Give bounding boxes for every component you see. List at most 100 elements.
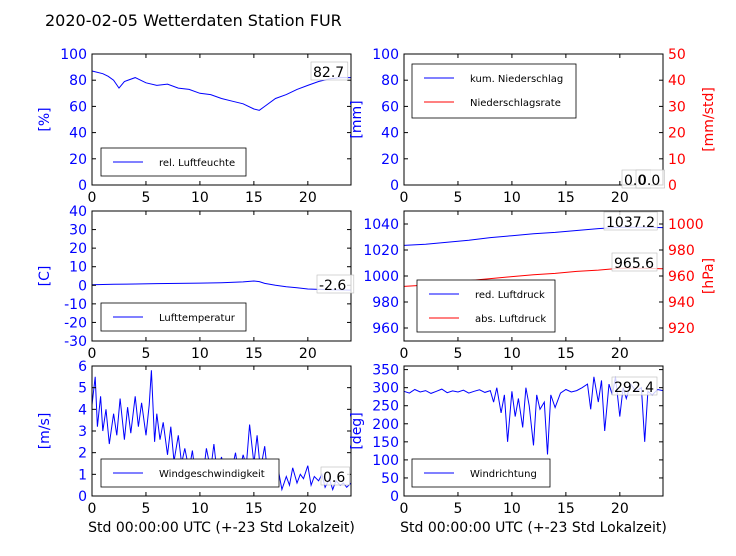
x-tick-label: 10: [191, 501, 209, 517]
y-tick-label: 40: [69, 126, 87, 142]
y-tick-label: 1000: [363, 269, 399, 285]
panel-3: [91, 210, 355, 342]
y-tick-label: 300: [372, 381, 399, 397]
y-tick-label: 100: [60, 47, 87, 63]
legend-label: red. Luftdruck: [475, 290, 545, 301]
current-value-label: 0.0: [638, 173, 660, 189]
y-tick-label: 20: [69, 241, 87, 257]
x-tick-label: 10: [503, 190, 521, 206]
x-tick-label: 0: [88, 190, 97, 206]
x-tick-label: 5: [453, 190, 462, 206]
x-tick-label: 10: [503, 501, 521, 517]
series-line-3-1: [91, 280, 352, 291]
y-tick-label: 100: [372, 453, 399, 469]
y-tick-label: 100: [372, 47, 399, 63]
x-tick-label: 0: [88, 501, 97, 517]
x-tick-label: 20: [611, 346, 629, 362]
value-box: [611, 376, 658, 396]
panel-5: [91, 365, 352, 497]
x-tick-label: 20: [299, 346, 317, 362]
x-tick-label: 15: [557, 501, 575, 517]
y-tick-label: 60: [69, 99, 87, 115]
legend-label: Windrichtung: [470, 469, 537, 480]
y-tick-label: 20: [381, 152, 399, 168]
panel-2: [403, 53, 665, 189]
x-tick-label: 5: [141, 346, 150, 362]
legend-box: [416, 279, 556, 333]
y-tick-label: 0: [390, 178, 399, 194]
y-tick-label: 2: [78, 446, 87, 462]
y-tick-label: 4: [78, 402, 87, 418]
legend-box: [411, 63, 577, 119]
y2-tick-label: 960: [668, 269, 695, 285]
legend-label: Niederschlagsrate: [470, 98, 561, 109]
value-box: [611, 252, 658, 272]
x-tick-label: 15: [557, 346, 575, 362]
legend-label: Lufttemperatur: [159, 313, 236, 324]
x-axis-label: Std 00:00:00 UTC (+-23 Std Lokalzeit): [400, 520, 667, 536]
x-tick-label: 20: [611, 190, 629, 206]
plot-frame-1: [91, 53, 352, 186]
legend-label: abs. Luftdruck: [475, 314, 546, 325]
y2-tick-label: 30: [668, 99, 686, 115]
y-tick-label: 250: [372, 399, 399, 415]
y-tick-label: 80: [381, 73, 399, 89]
y2-tick-label: 940: [668, 295, 695, 311]
y-axis-label: [m/s]: [37, 413, 53, 450]
y-tick-label: -20: [64, 315, 87, 331]
y-tick-label: 1040: [363, 217, 399, 233]
y-axis-label: [mm]: [349, 100, 365, 138]
y-tick-label: 0: [78, 278, 87, 294]
x-tick-label: 15: [245, 346, 263, 362]
plot-frame-6: [403, 365, 664, 497]
current-value-label: 1037.2: [606, 215, 655, 231]
x-tick-label: 0: [88, 346, 97, 362]
panel-6: [403, 365, 664, 497]
y-tick-label: 80: [69, 73, 87, 89]
x-tick-label: 10: [503, 346, 521, 362]
legend-label: rel. Luftfeuchte: [159, 158, 235, 169]
x-tick-label: 15: [245, 501, 263, 517]
current-value-label: 0.6: [323, 470, 345, 486]
y-tick-label: 50: [381, 471, 399, 487]
value-box: [310, 61, 349, 81]
y-tick-label: 20: [69, 152, 87, 168]
y-tick-label: 40: [69, 204, 87, 220]
y2-axis-label: [hPa]: [701, 258, 717, 294]
y-tick-label: 0: [78, 178, 87, 194]
y-tick-label: 6: [78, 359, 87, 375]
x-tick-label: 20: [299, 501, 317, 517]
value-box: [316, 274, 355, 294]
y-tick-label: 60: [381, 99, 399, 115]
panel-1: [91, 53, 352, 186]
value-box: [635, 169, 665, 189]
y2-tick-label: 10: [668, 152, 686, 168]
x-tick-label: 20: [611, 501, 629, 517]
y-tick-label: 30: [69, 223, 87, 239]
y-tick-label: 1: [78, 467, 87, 483]
y2-tick-label: 1000: [668, 217, 704, 233]
y2-tick-label: 40: [668, 73, 686, 89]
y2-axis-label: [mm/std]: [701, 87, 717, 152]
plot-frame-2: [403, 53, 664, 186]
legend-label: kum. Niederschlag: [470, 74, 563, 85]
x-tick-label: 15: [557, 190, 575, 206]
y2-tick-label: 920: [668, 321, 695, 337]
x-tick-label: 0: [400, 501, 409, 517]
y-tick-label: 200: [372, 417, 399, 433]
y-axis-label: [deg]: [349, 412, 365, 449]
y-tick-label: 40: [381, 126, 399, 142]
value-box: [603, 211, 658, 231]
series-line-1-1: [91, 70, 351, 111]
x-tick-label: 5: [141, 190, 150, 206]
y2-tick-label: 50: [668, 47, 686, 63]
y-tick-label: 0: [78, 489, 87, 505]
x-tick-label: 0: [400, 346, 409, 362]
x-axis-label: Std 00:00:00 UTC (+-23 Std Lokalzeit): [88, 520, 355, 536]
current-value-label: 82.7: [313, 65, 344, 81]
current-value-label: 292.4: [614, 380, 654, 396]
current-value-label: -2.6: [319, 278, 346, 294]
x-tick-label: 5: [453, 501, 462, 517]
